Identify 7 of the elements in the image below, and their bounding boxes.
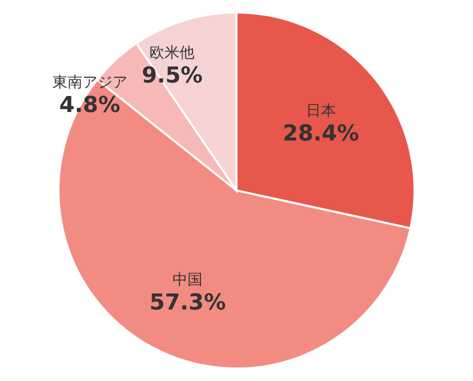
slice-label: 欧米他 [150,43,195,62]
data-label: 28.4% [282,122,360,147]
slice-label: 日本 [306,102,336,120]
slice-label: 東南アジア [52,73,128,92]
slice-label: 中国 [172,270,203,289]
data-label: 57.3% [150,290,226,316]
data-label: 9.5% [142,63,203,88]
